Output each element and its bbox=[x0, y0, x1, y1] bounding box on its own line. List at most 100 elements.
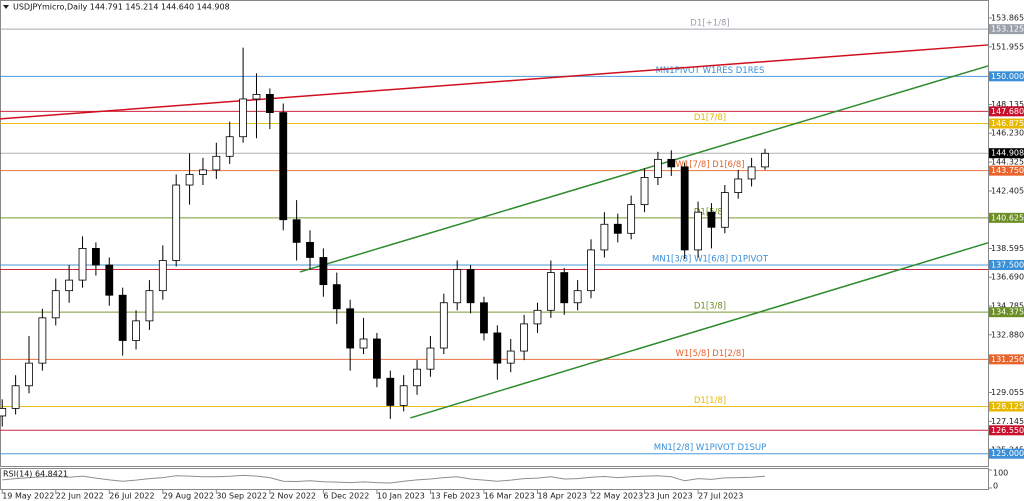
candle-body bbox=[105, 264, 114, 296]
candle-body bbox=[573, 290, 582, 304]
candle-body bbox=[319, 257, 328, 286]
candle-body bbox=[38, 317, 47, 364]
y-tick-label: 148.135 bbox=[991, 100, 1024, 109]
price-tag bbox=[989, 354, 1024, 365]
y-tick-label: 153.865 bbox=[991, 13, 1024, 22]
level-label: D1[1/8] bbox=[694, 396, 726, 406]
candle-body bbox=[453, 269, 462, 304]
rsi-line bbox=[2, 474, 766, 484]
trendline bbox=[410, 242, 989, 419]
price-tag-label: 150.000 bbox=[991, 72, 1024, 81]
level-label: W1[7/8] D1[6/8] bbox=[675, 160, 744, 170]
y-tick-label: 129.055 bbox=[991, 388, 1024, 397]
price-tag bbox=[989, 425, 1024, 436]
level-label: D1[7/8] bbox=[694, 113, 726, 123]
price-tag-label: 147.680 bbox=[991, 107, 1024, 116]
candle-body bbox=[613, 223, 622, 234]
y-tick-label: 136.690 bbox=[991, 273, 1024, 282]
candle-body bbox=[172, 184, 181, 261]
y-tick-label: 142.405 bbox=[991, 186, 1024, 195]
x-tick-label: 23 Jun 2023 bbox=[645, 492, 693, 501]
candle-body bbox=[720, 192, 729, 228]
candle-body bbox=[212, 155, 221, 171]
y-tick-label: 134.785 bbox=[991, 301, 1024, 310]
level-label: D1[+1/8] bbox=[690, 19, 729, 29]
x-tick-label: 22 Jun 2022 bbox=[56, 492, 104, 501]
candle-body bbox=[546, 272, 555, 311]
candle-body bbox=[654, 158, 662, 178]
price-tag-label: 137.500 bbox=[991, 261, 1024, 270]
candle-body bbox=[199, 169, 207, 175]
candle-body bbox=[761, 152, 769, 168]
candle-body bbox=[587, 249, 595, 292]
level-label: D1[3/8] bbox=[694, 302, 726, 312]
candle-body bbox=[707, 211, 716, 228]
level-label: MN1[3/8] W1[6/8] D1PIVOT bbox=[652, 255, 769, 265]
candle-body bbox=[158, 260, 167, 292]
candle-body bbox=[694, 211, 702, 251]
candle-body bbox=[480, 302, 488, 334]
price-tag-label: 146.875 bbox=[991, 119, 1024, 128]
y-tick-label: 144.325 bbox=[991, 157, 1024, 166]
candle-body bbox=[346, 308, 355, 349]
rsi-tick-label: 0 bbox=[993, 482, 998, 491]
candle-body bbox=[413, 368, 421, 387]
candle-body bbox=[118, 294, 127, 341]
candle-body bbox=[667, 158, 676, 168]
price-tag bbox=[989, 71, 1024, 82]
price-tag-label: 131.250 bbox=[991, 355, 1024, 364]
candle-body bbox=[560, 272, 569, 304]
level-label: MN1[2/8] W1PIVOT D1SUP bbox=[654, 443, 767, 453]
price-tag-label: 153.125 bbox=[991, 25, 1024, 34]
candle-body bbox=[265, 94, 274, 113]
x-tick-label: 22 May 2023 bbox=[591, 492, 643, 501]
price-tag-label: 126.550 bbox=[991, 426, 1024, 435]
candle-body bbox=[640, 177, 649, 206]
candle-body bbox=[332, 284, 341, 310]
y-tick-label: 127.145 bbox=[991, 417, 1024, 426]
trendline bbox=[299, 65, 989, 273]
price-tag bbox=[989, 260, 1024, 271]
candle-body bbox=[185, 174, 194, 186]
menu-arrow[interactable] bbox=[3, 5, 9, 9]
candle-body bbox=[252, 94, 261, 100]
main-panel bbox=[0, 0, 989, 467]
x-tick-label: 2 Nov 2022 bbox=[270, 492, 316, 501]
price-tag bbox=[989, 165, 1024, 176]
candle-body bbox=[0, 408, 7, 417]
price-tag-label: 144.908 bbox=[991, 149, 1024, 158]
price-tag bbox=[989, 24, 1024, 35]
price-tag-label: 125.000 bbox=[991, 449, 1024, 458]
candle-body bbox=[600, 223, 609, 251]
candle-body bbox=[359, 338, 368, 349]
price-tag-label: 134.375 bbox=[991, 308, 1024, 317]
price-tag bbox=[989, 118, 1024, 129]
x-tick-label: 19 May 2022 bbox=[2, 492, 54, 501]
x-tick-label: 10 Jan 2023 bbox=[377, 492, 425, 501]
candle-body bbox=[399, 385, 408, 406]
candle-body bbox=[65, 279, 74, 292]
candle-body bbox=[145, 290, 154, 322]
candle-body bbox=[520, 323, 529, 352]
rsi-panel bbox=[0, 468, 989, 490]
y-tick-label: 151.955 bbox=[991, 42, 1024, 51]
x-tick-label: 16 Mar 2023 bbox=[484, 492, 535, 501]
x-tick-label: 30 Sep 2022 bbox=[216, 492, 267, 501]
candle-body bbox=[426, 347, 435, 370]
x-tick-label: 26 Jul 2022 bbox=[109, 492, 154, 501]
candle-body bbox=[734, 178, 743, 193]
candle-body bbox=[78, 248, 87, 281]
candle-body bbox=[533, 309, 542, 325]
candle-body bbox=[493, 332, 502, 364]
candle-body bbox=[51, 290, 60, 319]
price-tag-label: 128.125 bbox=[991, 402, 1024, 411]
candle-body bbox=[386, 377, 395, 406]
price-tag-label: 140.625 bbox=[991, 213, 1024, 222]
price-tag bbox=[989, 148, 1024, 159]
candle-body bbox=[292, 219, 301, 243]
level-label: W1[5/8] D1[2/8] bbox=[675, 349, 744, 359]
candle-body bbox=[11, 385, 20, 409]
candle-body bbox=[92, 248, 100, 266]
candle-body bbox=[466, 269, 475, 304]
